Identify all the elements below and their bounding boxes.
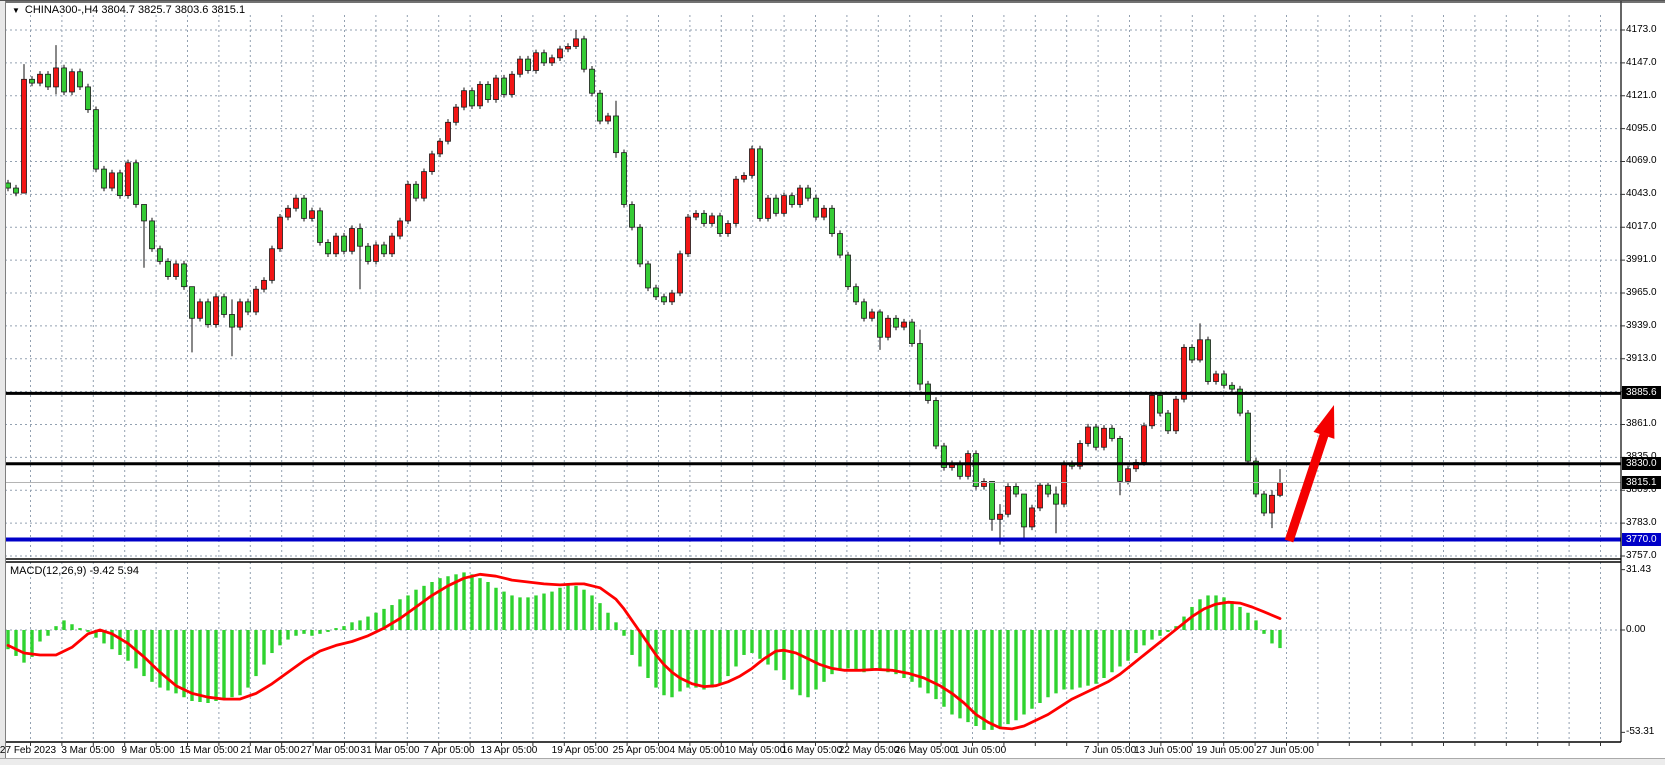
price-level-badge: 3830.0	[1622, 456, 1661, 470]
time-axis-label: 3 Mar 05:00	[61, 745, 115, 756]
macd-signal-line	[6, 572, 1282, 731]
price-axis-label: 3965.0	[1626, 286, 1657, 298]
price-axis-label: 4121.0	[1626, 89, 1657, 101]
price-axis-label: 3809.0	[1626, 484, 1657, 496]
chevron-down-icon[interactable]: ▼	[12, 5, 20, 15]
macd-indicator-label: MACD(12,26,9) -9.42 5.94	[10, 565, 140, 577]
time-axis-label: 15 Mar 05:00	[179, 745, 239, 756]
time-axis-label: 27 Jun 05:00	[1256, 745, 1314, 756]
time-axis-label: 19 Jun 05:00	[1196, 745, 1254, 756]
price-level-badge: 3770.0	[1622, 532, 1661, 546]
price-axis-label: 4017.0	[1626, 221, 1657, 233]
time-axis-label: 16 May 05:00	[781, 745, 843, 756]
time-axis-label: 7 Jun 05:00	[1083, 745, 1137, 756]
price-axis-label: 4173.0	[1626, 24, 1657, 35]
time-axis-label: 26 May 05:00	[894, 745, 956, 756]
time-axis-label: 31 Mar 05:00	[360, 745, 420, 756]
price-axis-label: 3991.0	[1626, 254, 1657, 266]
price-level-badge: 3885.6	[1622, 386, 1661, 400]
time-axis-label: 27 Feb 2023	[0, 745, 57, 756]
time-axis-label: 21 Mar 05:00	[240, 745, 300, 756]
time-axis-label: 19 Apr 05:00	[551, 745, 609, 756]
time-axis-label: 9 Mar 05:00	[121, 745, 175, 756]
price-axis-label: 4043.0	[1626, 188, 1657, 200]
time-axis-label: 25 Apr 05:00	[612, 745, 670, 756]
price-axis-label: 4069.0	[1626, 155, 1657, 167]
time-axis-label: 27 Mar 05:00	[300, 745, 360, 756]
trend-arrow	[1284, 405, 1335, 543]
price-axis-label: 4095.0	[1626, 122, 1657, 134]
price-axis-label: 4147.0	[1626, 56, 1657, 68]
price-axis-label: 3783.0	[1626, 517, 1657, 529]
price-axis-label: 3861.0	[1626, 418, 1657, 430]
macd-axis-label: 31.43	[1626, 563, 1652, 575]
time-axis-label: 10 May 05:00	[724, 745, 786, 756]
symbol-title-text: CHINA300-,H4 3804.7 3825.7 3803.6 3815.1	[24, 4, 246, 16]
macd-axis-label: -53.31	[1626, 726, 1655, 738]
price-axis-label: 3913.0	[1626, 352, 1657, 364]
price-axis-label: 3939.0	[1626, 319, 1657, 331]
bottom-strip	[0, 758, 1665, 765]
time-axis-label: 7 Apr 05:00	[423, 745, 475, 756]
time-axis-label: 22 May 05:00	[838, 745, 900, 756]
time-axis-label: 4 May 05:00	[669, 745, 725, 756]
time-axis-label: 13 Apr 05:00	[480, 745, 538, 756]
price-level-badge: 3815.1	[1622, 475, 1661, 489]
window-left-frame	[0, 1, 6, 758]
time-axis-label: 1 Jun 05:00	[953, 745, 1007, 756]
macd-axis-label: 0.00	[1626, 624, 1646, 635]
candles-layer	[5, 30, 1283, 545]
price-axis-label: 3757.0	[1626, 549, 1657, 561]
macd-histogram	[6, 572, 1282, 730]
symbol-title[interactable]: ▼ CHINA300-,H4 3804.7 3825.7 3803.6 3815…	[12, 4, 245, 16]
time-axis-label: 13 Jun 05:00	[1134, 745, 1192, 756]
